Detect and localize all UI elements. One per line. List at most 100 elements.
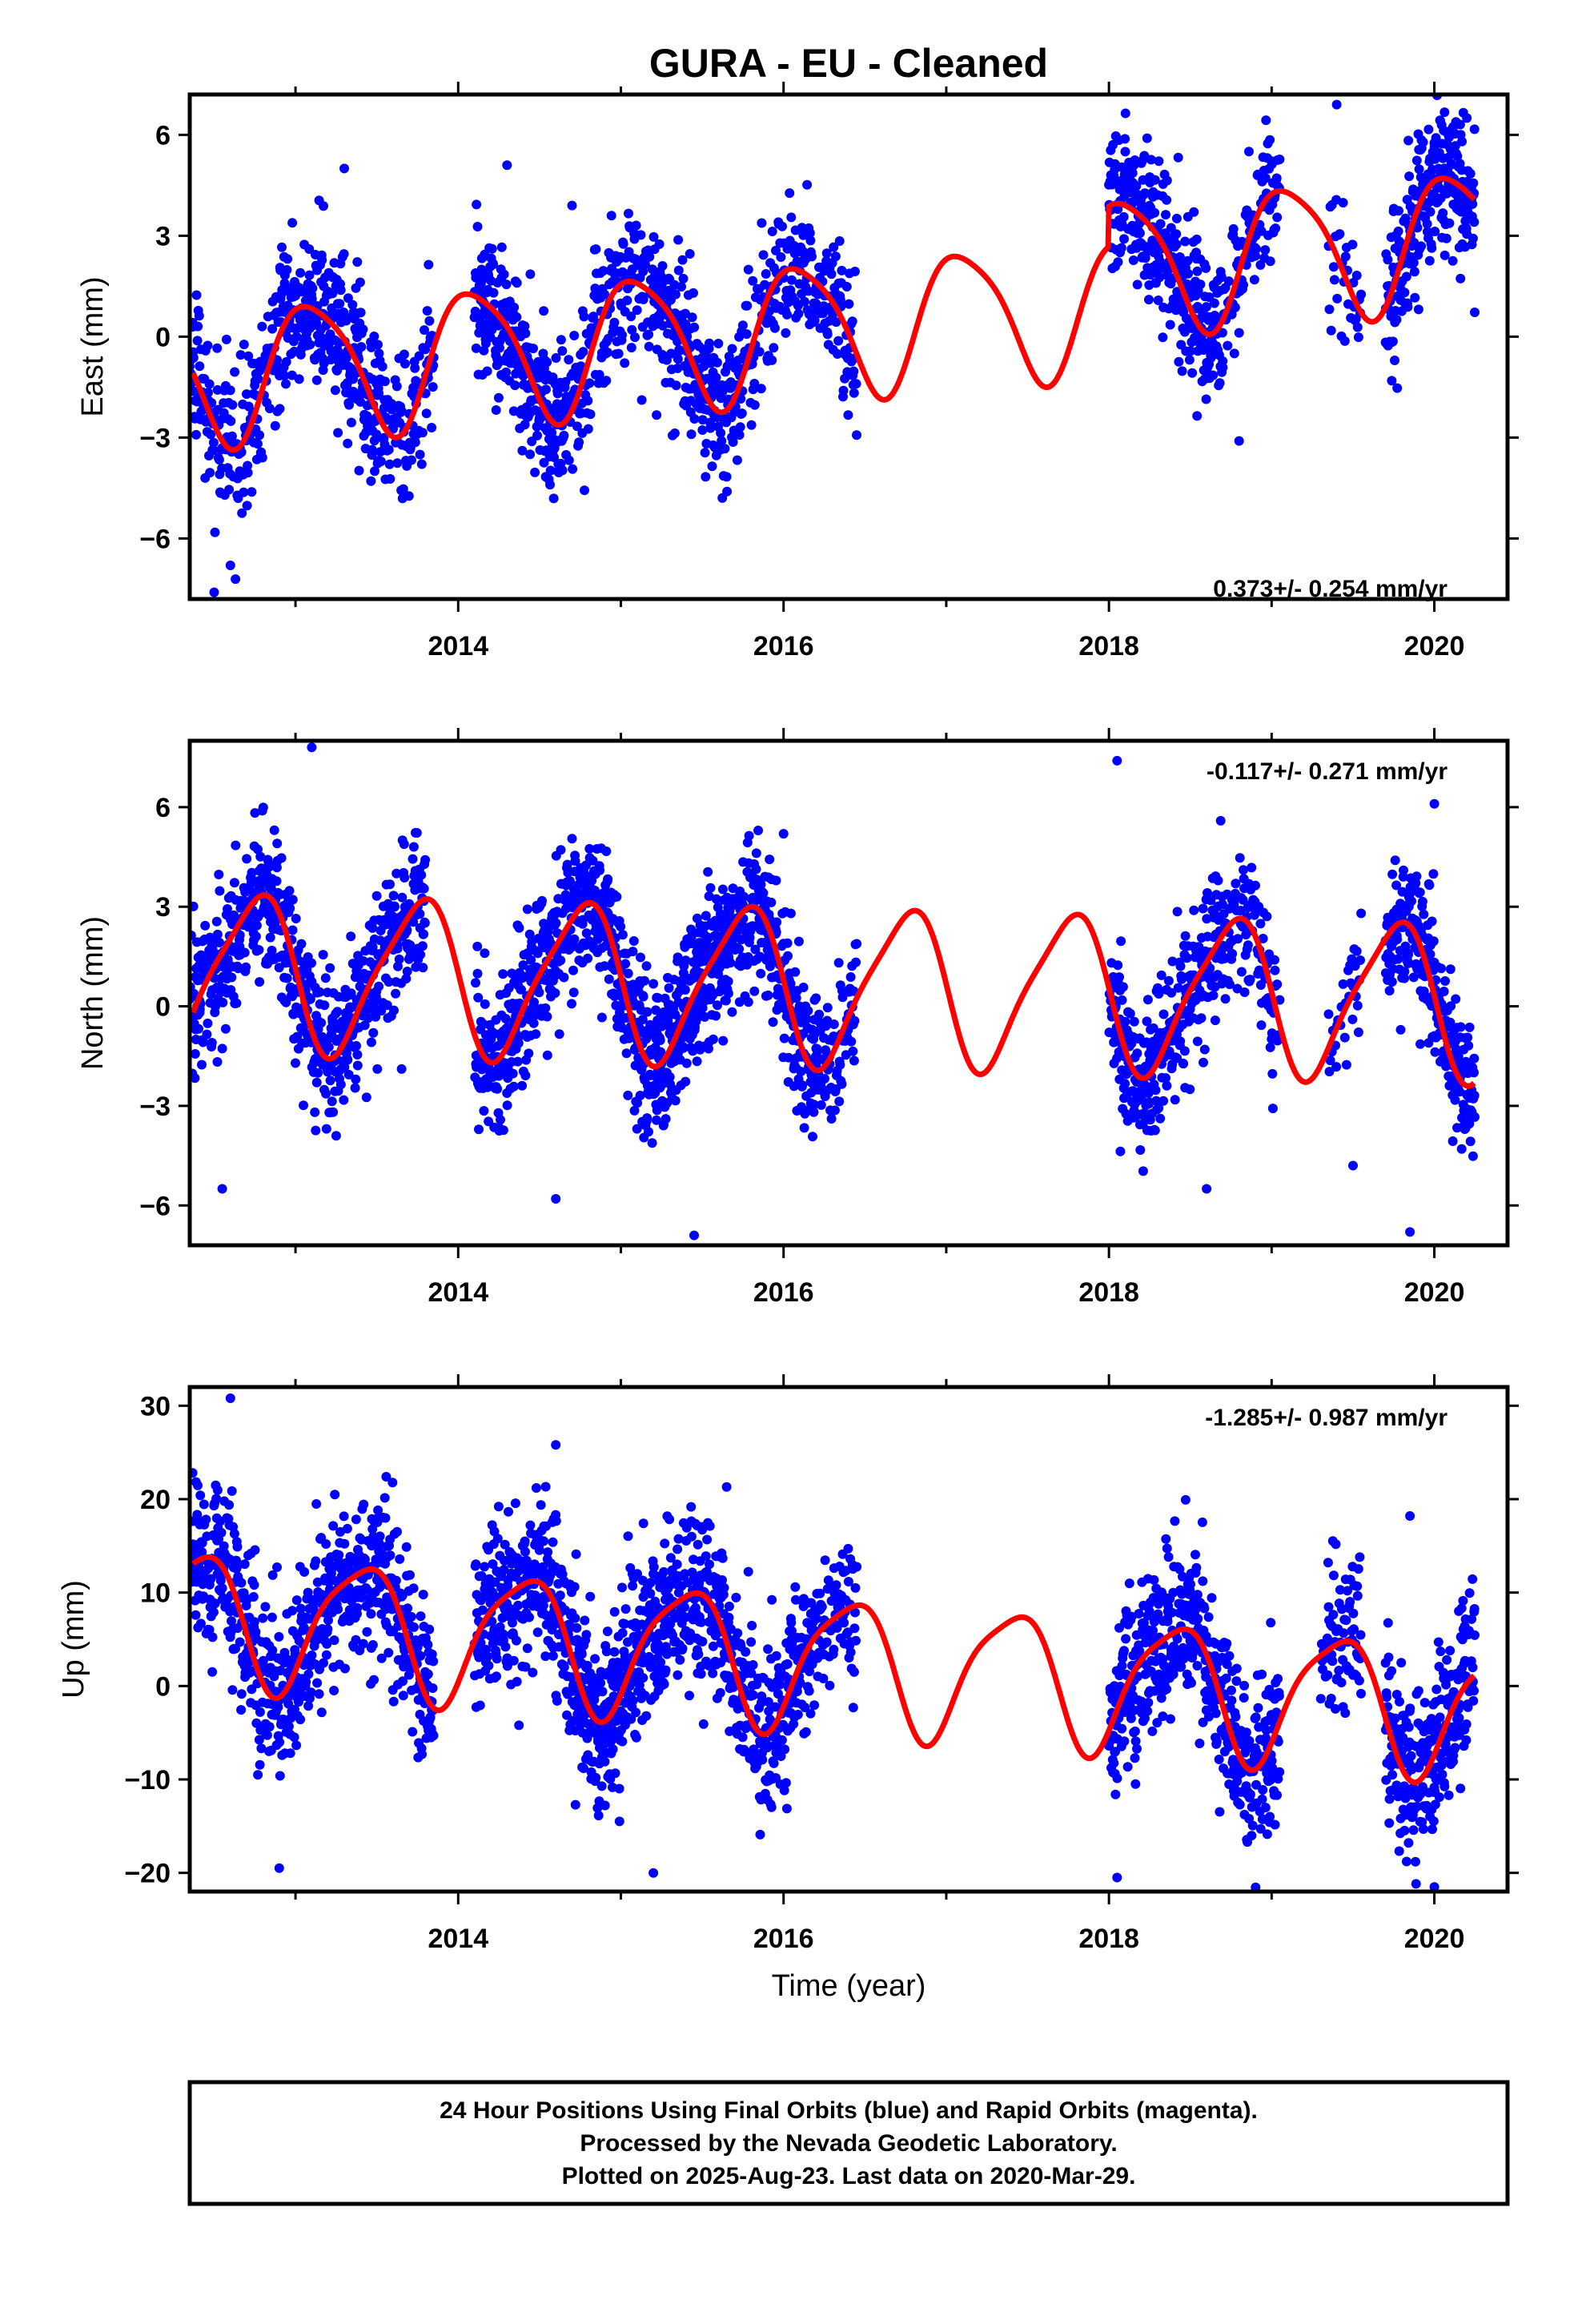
- data-point: [748, 275, 758, 286]
- data-point: [1387, 869, 1398, 879]
- data-point: [1415, 1039, 1425, 1049]
- data-point: [239, 340, 249, 350]
- data-point: [758, 888, 769, 899]
- data-point: [1465, 1136, 1476, 1147]
- data-point: [1405, 1227, 1415, 1237]
- data-point: [276, 853, 287, 863]
- data-point: [843, 410, 853, 420]
- data-point: [620, 358, 630, 368]
- data-point: [1154, 989, 1164, 999]
- y-tick-label: 6: [155, 793, 171, 823]
- data-point: [1260, 173, 1271, 183]
- data-point: [424, 316, 435, 326]
- data-point: [1410, 292, 1420, 303]
- data-point: [1183, 268, 1194, 279]
- data-point: [221, 334, 231, 344]
- data-point: [212, 1057, 223, 1067]
- data-point: [620, 959, 631, 969]
- data-point: [257, 452, 267, 463]
- data-point: [1428, 936, 1439, 947]
- data-point: [1393, 954, 1403, 964]
- data-point: [1179, 1046, 1190, 1056]
- data-point: [847, 316, 857, 327]
- data-point: [814, 1009, 825, 1019]
- east-data-points: [190, 94, 1480, 597]
- data-point: [493, 392, 504, 403]
- data-point: [841, 282, 852, 292]
- data-point: [1182, 953, 1192, 963]
- data-point: [1158, 1009, 1169, 1019]
- data-point: [215, 886, 225, 896]
- data-point: [711, 894, 721, 904]
- data-point: [352, 1060, 363, 1071]
- data-point: [1261, 115, 1271, 126]
- data-point: [618, 239, 628, 249]
- east-plot-frame: [187, 92, 1510, 601]
- data-point: [564, 876, 575, 887]
- data-point: [1165, 320, 1175, 330]
- data-point: [500, 1014, 511, 1024]
- data-point: [367, 942, 378, 952]
- x-tick-label: 2020: [1404, 631, 1465, 661]
- data-point: [1134, 228, 1145, 239]
- data-point: [1120, 1016, 1130, 1027]
- data-point: [756, 384, 766, 394]
- data-point: [769, 323, 780, 333]
- data-point: [580, 485, 589, 496]
- data-point: [1243, 940, 1253, 951]
- data-point: [809, 316, 820, 326]
- data-point: [1215, 378, 1225, 388]
- data-point: [627, 324, 637, 335]
- data-point: [283, 254, 293, 264]
- data-point: [1199, 1044, 1210, 1055]
- data-point: [564, 455, 574, 465]
- data-point: [200, 920, 211, 931]
- north-rate-label: -0.117+/- 0.271 mm/yr: [1207, 758, 1447, 785]
- data-point: [408, 842, 419, 852]
- data-point: [1262, 911, 1272, 922]
- data-point: [1425, 207, 1435, 217]
- data-point: [1413, 304, 1423, 315]
- data-point: [1415, 887, 1425, 898]
- data-point: [768, 1017, 778, 1027]
- data-point: [1217, 328, 1227, 338]
- data-point: [524, 1048, 534, 1059]
- data-point: [1234, 328, 1244, 338]
- data-point: [496, 1115, 505, 1125]
- data-point: [1119, 234, 1129, 244]
- data-point: [239, 1559, 250, 1570]
- data-point: [648, 979, 659, 989]
- data-point: [1154, 1103, 1164, 1113]
- data-point: [428, 382, 438, 392]
- data-point: [708, 1034, 718, 1044]
- data-point: [528, 344, 538, 354]
- data-point: [1392, 383, 1403, 393]
- data-point: [670, 289, 681, 300]
- data-point: [705, 423, 716, 433]
- data-point: [396, 406, 407, 416]
- data-point: [692, 1056, 702, 1067]
- data-point: [734, 944, 745, 954]
- data-point: [319, 201, 328, 211]
- data-point: [556, 845, 566, 855]
- data-point: [242, 501, 252, 511]
- data-point: [1151, 1096, 1162, 1106]
- data-point: [412, 828, 422, 838]
- data-point: [1469, 1091, 1480, 1100]
- data-point: [251, 931, 261, 942]
- data-point: [351, 1041, 361, 1051]
- data-point: [253, 844, 263, 854]
- data-point: [215, 938, 224, 947]
- data-point: [411, 962, 421, 972]
- data-point: [1331, 1062, 1342, 1072]
- data-point: [849, 1015, 860, 1026]
- data-point: [1174, 356, 1184, 367]
- data-point: [331, 1131, 341, 1141]
- data-point: [333, 428, 343, 438]
- data-point: [542, 1011, 552, 1022]
- data-point: [743, 997, 753, 1007]
- data-point: [758, 250, 769, 260]
- data-point: [472, 222, 483, 231]
- data-point: [206, 429, 216, 440]
- data-point: [673, 235, 684, 245]
